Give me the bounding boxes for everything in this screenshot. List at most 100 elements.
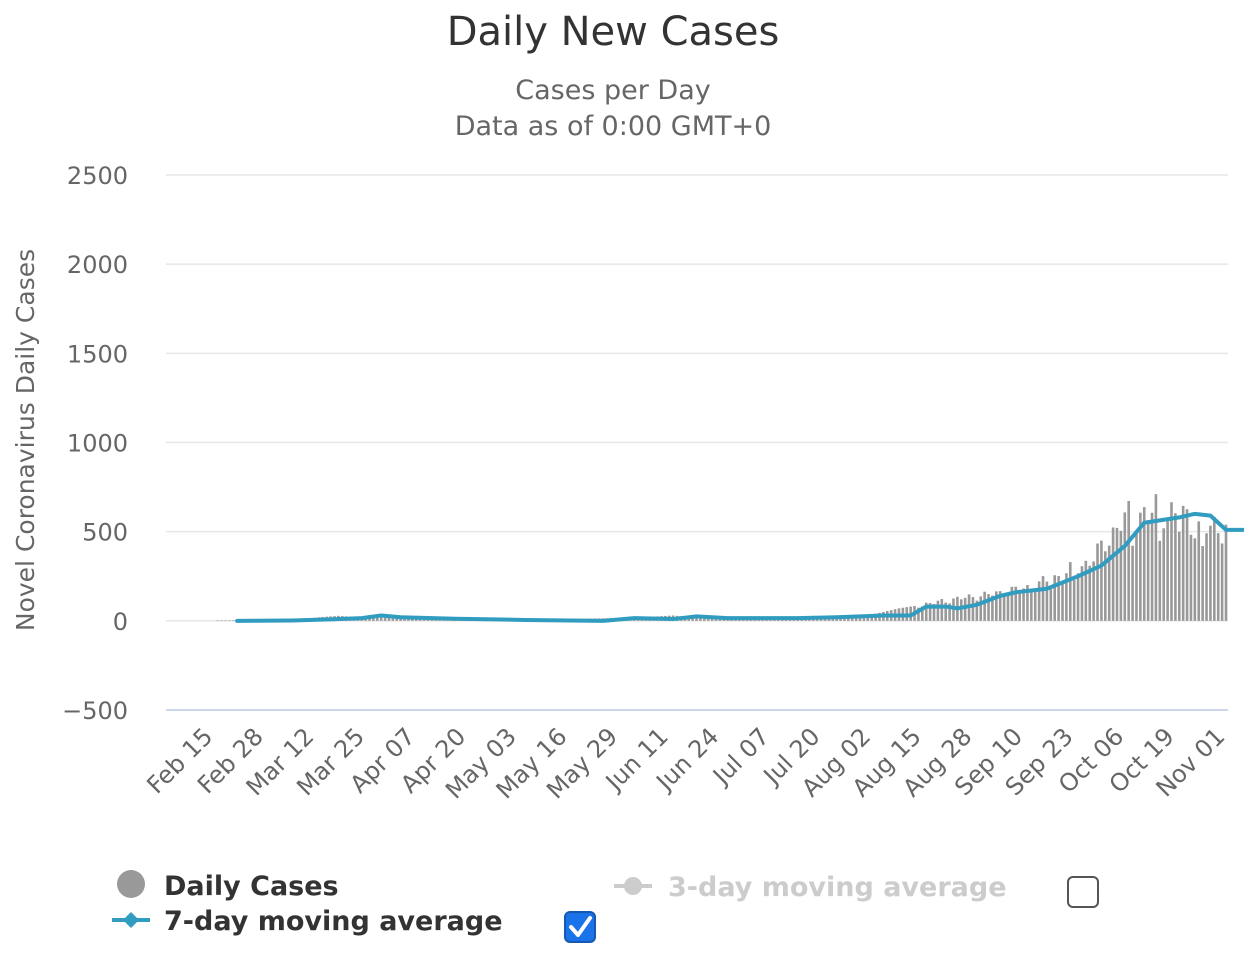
daily-cases-bar [395, 617, 399, 621]
legend-label-three-day-average: 3-day moving average [668, 872, 1007, 903]
three-day-average-checkbox[interactable] [1067, 876, 1099, 908]
daily-cases-bar [1213, 516, 1216, 621]
x-tick-label: Jul 07 [706, 722, 775, 791]
daily-cases-bar [917, 607, 920, 621]
daily-cases-bar [1100, 540, 1103, 621]
daily-cases-bar [1010, 586, 1014, 621]
daily-cases-bar [1131, 545, 1134, 621]
seven-day-average-checkbox[interactable] [564, 911, 596, 943]
daily-cases-bar [1037, 581, 1041, 621]
daily-cases-bar [695, 617, 698, 621]
y-tick-label: −500 [62, 697, 128, 725]
daily-cases-bar [1205, 533, 1208, 621]
daily-cases-bar [936, 600, 940, 621]
legend-marker-daily-cases [117, 870, 145, 898]
daily-cases-bar [979, 596, 983, 621]
daily-cases-bar [1018, 591, 1021, 621]
chart-title: Daily New Cases [447, 9, 780, 55]
daily-cases-bar [703, 618, 706, 621]
daily-cases-bar [1181, 505, 1185, 621]
daily-cases-bar [1158, 540, 1162, 621]
daily-cases-bar [921, 606, 924, 621]
daily-cases-bar [854, 616, 858, 621]
y-axis-label: Novel Coronavirus Daily Cases [11, 249, 40, 631]
daily-cases-bar [1189, 534, 1193, 621]
y-tick-label: 1500 [67, 340, 128, 368]
daily-cases-bar [850, 616, 854, 621]
daily-cases-bar [1135, 531, 1138, 621]
daily-cases-bar [1123, 512, 1127, 621]
daily-cases-bar [691, 617, 694, 621]
legend-marker-seven-day-average [123, 912, 139, 928]
y-tick-label: 0 [113, 608, 128, 636]
legend-item-seven-day-average[interactable]: 7-day moving average [112, 906, 503, 937]
daily-cases-bar [1084, 560, 1088, 621]
daily-cases-bar [1154, 494, 1158, 621]
daily-cases-bar [1139, 512, 1142, 621]
legend: Daily Cases 7-day moving average 3-day m… [112, 870, 1099, 943]
chart-subtitle-line2: Data as of 0:00 GMT+0 [455, 111, 772, 142]
daily-cases-bar [924, 602, 928, 621]
daily-cases-bar [1216, 533, 1220, 621]
daily-cases-bar [1092, 561, 1095, 621]
daily-cases-bar [995, 591, 998, 621]
daily-cases-bar [1162, 528, 1166, 621]
daily-cases-bar [699, 618, 702, 621]
daily-cases-bar [1076, 573, 1080, 621]
y-tick-label: 2500 [67, 162, 128, 190]
daily-cases-bar [1127, 501, 1130, 621]
daily-cases-bar [1104, 551, 1107, 621]
daily-cases-bar [991, 595, 994, 621]
daily-cases-bar [975, 600, 979, 621]
daily-cases-bar [1026, 585, 1029, 621]
daily-cases-bar [1142, 507, 1146, 621]
daily-cases-bar [948, 603, 951, 621]
daily-cases-bar [228, 620, 231, 621]
daily-cases-bar [1170, 502, 1173, 621]
daily-cases-bar [220, 620, 223, 621]
daily-cases-bar [1185, 509, 1189, 621]
daily-cases-bar [1201, 546, 1204, 621]
daily-cases-bar [375, 617, 379, 621]
daily-cases-bar [387, 617, 391, 621]
daily-cases-bar [1049, 589, 1053, 621]
daily-cases-bar [403, 618, 406, 621]
daily-cases-bar [932, 603, 936, 621]
daily-cases-bar [1002, 596, 1006, 621]
daily-cases-bar [959, 599, 963, 621]
daily-cases-bar [1115, 527, 1119, 621]
y-tick-label: 2000 [67, 251, 128, 279]
daily-cases-bar [1072, 580, 1076, 621]
daily-cases-bar [1022, 588, 1025, 621]
daily-cases-bar [379, 617, 383, 621]
daily-cases-bar [399, 618, 402, 621]
daily-cases-bar [998, 591, 1002, 621]
daily-cases-bar [1068, 562, 1072, 621]
daily-cases-bar [407, 618, 410, 621]
daily-cases-bar [971, 597, 975, 621]
legend-item-daily-cases[interactable]: Daily Cases [117, 870, 339, 902]
daily-cases-bar [1061, 581, 1064, 621]
gridlines [166, 174, 1228, 711]
daily-cases-bar [1150, 512, 1154, 621]
daily-cases-bar [1053, 575, 1057, 621]
daily-cases-bar [1177, 531, 1181, 621]
y-tick-label: 1000 [67, 430, 128, 458]
daily-cases-bar [1033, 590, 1037, 621]
daily-cases-bar [1030, 589, 1033, 621]
daily-cases-bar [1224, 524, 1228, 621]
chart-subtitle-line1: Cases per Day [515, 75, 710, 106]
daily-cases-bars [216, 494, 1228, 621]
daily-cases-bar [1045, 581, 1049, 621]
daily-cases-bar [1174, 513, 1177, 621]
daily-cases-bar [987, 594, 990, 621]
y-axis-ticks: 2500 2000 1500 1000 500 0 −500 [62, 162, 128, 725]
daily-cases-bar [1088, 565, 1092, 621]
legend-item-three-day-average[interactable]: 3-day moving average [614, 872, 1007, 903]
daily-cases-bar [983, 591, 986, 621]
daily-cases-bar [1014, 586, 1018, 621]
daily-cases-bar [1209, 525, 1212, 621]
daily-cases-bar [1096, 543, 1099, 621]
